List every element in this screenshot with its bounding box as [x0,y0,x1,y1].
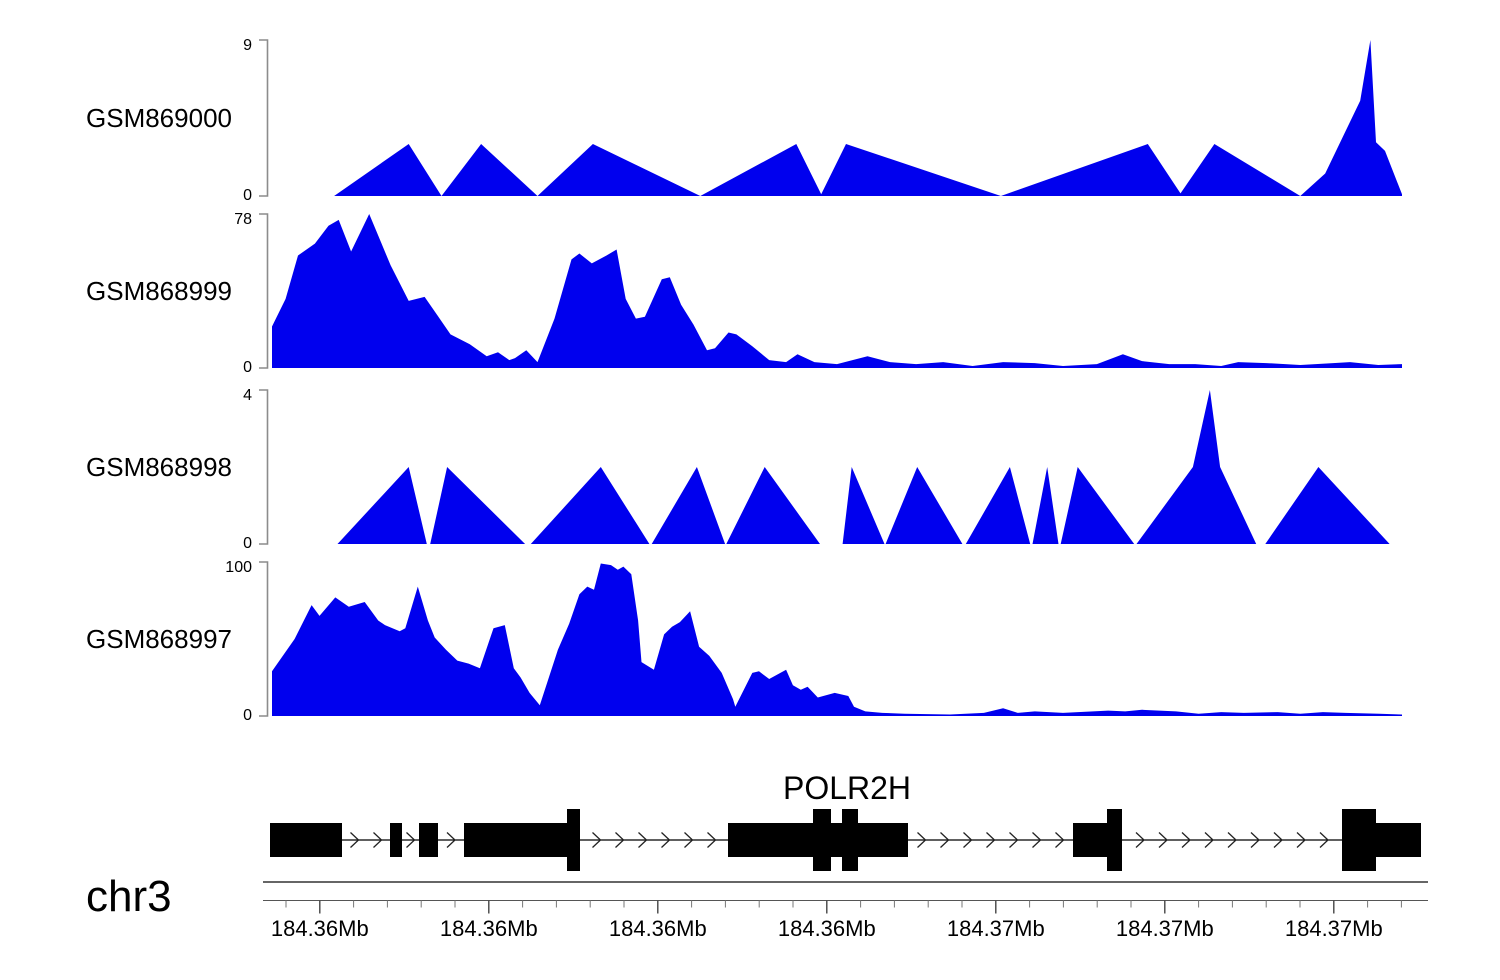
strand-arrow-icon [1296,832,1306,848]
coverage-area [272,40,1402,196]
exon-box [390,823,402,857]
strand-arrow-icon [917,832,927,848]
strand-arrow-icon [1055,832,1065,848]
strand-arrow-icon [615,832,625,848]
y-axis-max-label: 78 [234,211,252,228]
strand-arrow-icon [350,832,360,848]
track-label-gsm869000: GSM869000 [86,103,232,133]
strand-arrow-icon [1319,832,1329,848]
exon-box [1073,823,1107,857]
y-axis-bracket [259,39,269,197]
strand-arrow-icon [406,832,416,848]
exon-box [270,823,342,857]
strand-arrow-icon [1158,832,1168,848]
exon-box [567,809,580,871]
strand-arrow-icon [1204,832,1214,848]
strand-arrow-icon [963,832,973,848]
y-axis-min-label: 0 [243,707,252,724]
coverage-area [272,214,1402,368]
strand-arrow-icon [1227,832,1237,848]
strand-arrow-icon [684,832,694,848]
axis-tick-label: 184.37Mb [1285,916,1383,941]
y-axis-min-label: 0 [243,535,252,552]
strand-arrow-icon [1009,832,1019,848]
exon-box [464,823,567,857]
exon-box [1376,823,1421,857]
strand-arrow-icon [1032,832,1042,848]
y-axis-min-label: 0 [243,359,252,376]
y-axis-bracket [259,389,269,545]
track-label-gsm868997: GSM868997 [86,624,232,654]
y-axis-min-label: 0 [243,187,252,204]
y-axis-bracket [259,213,269,369]
strand-arrow-icon [661,832,671,848]
strand-arrow-icon [940,832,950,848]
y-axis-max-label: 4 [243,387,252,404]
strand-arrow-icon [1273,832,1283,848]
axis-tick-label: 184.36Mb [778,916,876,941]
y-axis-max-label: 9 [243,37,252,54]
strand-arrow-icon [1135,832,1145,848]
exon-box [419,823,438,857]
y-axis-max-label: 100 [225,559,252,576]
exon-box [813,809,831,871]
axis-tick-label: 184.37Mb [1116,916,1214,941]
strand-arrow-icon [1250,832,1260,848]
strand-arrow-icon [446,832,456,848]
track-label-gsm868998: GSM868998 [86,452,232,482]
exon-box [1342,809,1376,871]
strand-arrow-icon [638,832,648,848]
y-axis-bracket [259,561,269,717]
gene-name-label: POLR2H [782,770,912,806]
exon-box [842,809,858,871]
strand-arrow-icon [373,832,383,848]
track-label-gsm868999: GSM868999 [86,276,232,306]
strand-arrow-icon [1181,832,1191,848]
coverage-area [272,563,1402,716]
axis-tick-label: 184.36Mb [271,916,369,941]
chromosome-label: chr3 [86,872,172,921]
axis-tick-label: 184.36Mb [440,916,538,941]
strand-arrow-icon [707,832,717,848]
axis-tick-label: 184.37Mb [947,916,1045,941]
strand-arrow-icon [592,832,602,848]
exon-box [1107,809,1122,871]
strand-arrow-icon [986,832,996,848]
axis-tick-label: 184.36Mb [609,916,707,941]
coverage-area [272,390,1402,544]
